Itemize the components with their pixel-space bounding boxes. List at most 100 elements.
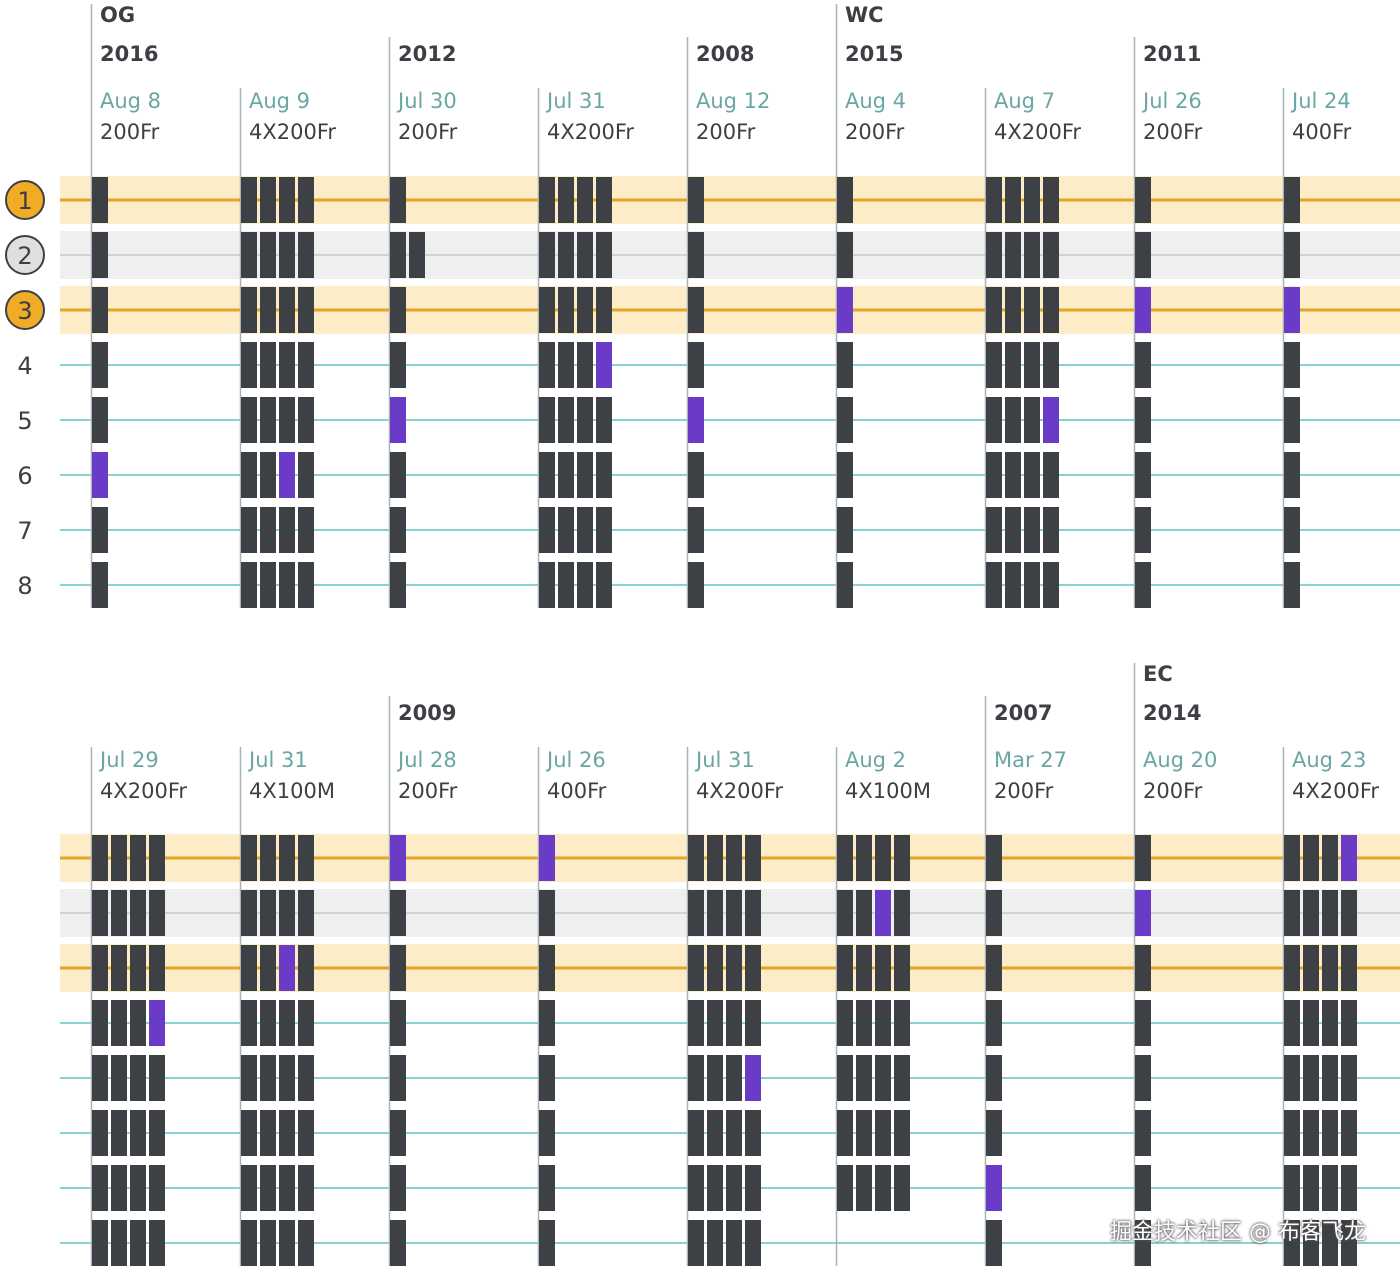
swimmer-block: [986, 890, 1002, 936]
swimmer-block: [279, 177, 295, 223]
swimmer-block: [596, 287, 612, 333]
swimmer-block: [837, 1055, 853, 1101]
date-label: Jul 26: [1141, 89, 1202, 113]
swimmer-block: [260, 177, 276, 223]
highlight-swimmer-block: [1284, 287, 1300, 333]
swimmer-block: [1341, 945, 1357, 991]
swimmer-block: [837, 1000, 853, 1046]
date-label: Aug 20: [1143, 748, 1217, 772]
swimmer-block: [1322, 945, 1338, 991]
event-label: 200Fr: [398, 779, 458, 803]
swimmer-block: [260, 562, 276, 608]
highlight-swimmer-block: [149, 1000, 165, 1046]
swimmer-block: [279, 1000, 295, 1046]
highlight-swimmer-block: [875, 890, 891, 936]
swimmer-block: [1005, 507, 1021, 553]
swimmer-block: [707, 1055, 723, 1101]
swimmer-block: [837, 452, 853, 498]
swimmer-block: [241, 1165, 257, 1211]
swimmer-block: [409, 232, 425, 278]
swimmer-block: [986, 507, 1002, 553]
swimmer-block: [149, 1220, 165, 1266]
swimmer-block: [894, 835, 910, 881]
swimmer-block: [539, 1000, 555, 1046]
swimmer-block: [837, 562, 853, 608]
swimmer-block: [539, 1165, 555, 1211]
swimmer-block: [726, 1055, 742, 1101]
highlight-swimmer-block: [92, 452, 108, 498]
event-label: 4X200Fr: [1292, 779, 1379, 803]
event-label: 200Fr: [696, 120, 756, 144]
swimmer-block: [241, 507, 257, 553]
year-label: 2015: [845, 42, 903, 66]
swimmer-block: [1005, 232, 1021, 278]
event-label: 400Fr: [547, 779, 607, 803]
highlight-swimmer-block: [539, 835, 555, 881]
swimmer-block: [688, 1000, 704, 1046]
swimmer-block: [894, 1110, 910, 1156]
swimmer-block: [539, 397, 555, 443]
swimmer-block: [558, 287, 574, 333]
swimmer-block: [390, 232, 406, 278]
swimmer-block: [1135, 1055, 1151, 1101]
swimmer-block: [1341, 890, 1357, 936]
swimmer-block: [92, 1055, 108, 1101]
swimmer-block: [390, 562, 406, 608]
swimmer-block: [539, 342, 555, 388]
event-label: 4X100M: [845, 779, 931, 803]
swimmer-block: [260, 1055, 276, 1101]
swimmer-block: [707, 945, 723, 991]
swimmer-block: [241, 1220, 257, 1266]
swimmer-block: [1135, 1110, 1151, 1156]
swimmer-block: [260, 1000, 276, 1046]
swimmer-block: [1322, 1055, 1338, 1101]
event-label: 4X200Fr: [696, 779, 783, 803]
swimmer-block: [894, 945, 910, 991]
swimmer-block: [298, 1220, 314, 1266]
swimmer-block: [279, 287, 295, 333]
swimmer-block: [745, 890, 761, 936]
swimmer-block: [986, 835, 1002, 881]
swimmer-block: [688, 342, 704, 388]
swimmer-block: [856, 890, 872, 936]
swimmer-block: [1284, 452, 1300, 498]
swimmer-block: [1043, 177, 1059, 223]
swimmer-block: [390, 890, 406, 936]
date-label: Jul 26: [545, 748, 606, 772]
year-label: 2009: [398, 701, 456, 725]
swimmer-block: [1322, 890, 1338, 936]
meet-label: EC: [1143, 662, 1173, 686]
swimmer-block: [298, 1000, 314, 1046]
swimmer-block: [241, 452, 257, 498]
swimmer-block: [875, 1055, 891, 1101]
swimmer-block: [1284, 1000, 1300, 1046]
swimmer-block: [1024, 562, 1040, 608]
swimmer-block: [986, 562, 1002, 608]
swimmer-block: [279, 835, 295, 881]
swimmer-block: [986, 397, 1002, 443]
swimmer-block: [241, 232, 257, 278]
swimmer-block: [1303, 835, 1319, 881]
swimmer-block: [837, 1165, 853, 1211]
swimmer-block: [241, 177, 257, 223]
swimmer-block: [894, 890, 910, 936]
swimmer-block: [111, 835, 127, 881]
swimmer-block: [837, 232, 853, 278]
swimmer-block: [111, 1055, 127, 1101]
swimmer-block: [92, 507, 108, 553]
swimmer-block: [539, 890, 555, 936]
swimmer-block: [279, 342, 295, 388]
swimmer-block: [279, 1110, 295, 1156]
swimmer-block: [241, 287, 257, 333]
swimmer-block: [149, 1055, 165, 1101]
swimmer-block: [986, 1220, 1002, 1266]
swimmer-block: [1341, 1165, 1357, 1211]
swimmer-block: [986, 287, 1002, 333]
swimmer-block: [1303, 1000, 1319, 1046]
swimmer-block: [298, 507, 314, 553]
swimmer-block: [279, 1220, 295, 1266]
swimmer-block: [596, 452, 612, 498]
event-label: 4X100M: [249, 779, 335, 803]
swimmer-block: [875, 1165, 891, 1211]
swimmer-block: [707, 1220, 723, 1266]
